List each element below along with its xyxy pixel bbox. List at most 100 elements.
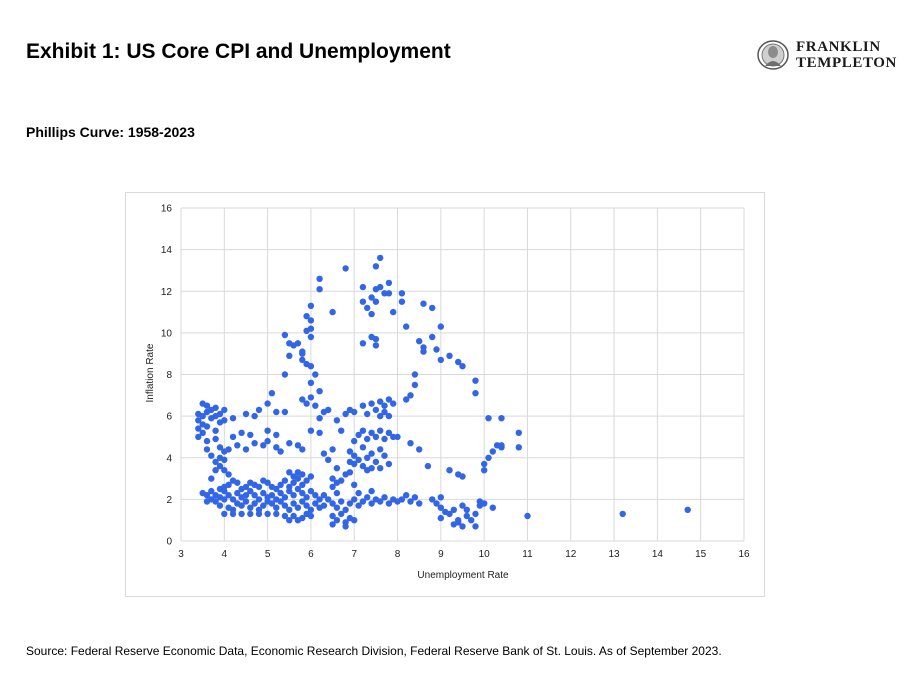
data-point: [355, 502, 362, 509]
data-point: [372, 335, 380, 343]
data-point: [260, 442, 267, 449]
data-point: [351, 408, 358, 416]
data-point: [429, 333, 436, 341]
x-tick-label: 6: [308, 549, 314, 560]
data-point: [459, 473, 466, 480]
data-point: [234, 489, 241, 497]
data-point: [364, 494, 371, 501]
y-tick-label: 10: [161, 328, 173, 339]
data-point: [437, 494, 444, 501]
data-point: [407, 440, 414, 447]
data-point: [242, 492, 250, 499]
data-point: [481, 460, 488, 468]
data-point: [398, 290, 406, 297]
data-point: [329, 446, 336, 453]
y-tick-label: 2: [166, 495, 172, 506]
data-point: [377, 283, 384, 291]
data-point: [199, 429, 206, 436]
grid-lines: [180, 207, 745, 542]
data-point: [498, 442, 505, 449]
data-point: [290, 500, 297, 507]
data-point: [372, 263, 380, 270]
data-point: [294, 504, 302, 511]
data-point: [446, 510, 453, 518]
data-point: [303, 400, 310, 407]
data-point: [342, 410, 349, 418]
data-point: [294, 442, 302, 449]
data-point: [290, 473, 297, 480]
data-point: [260, 489, 267, 497]
data-point: [212, 427, 219, 434]
data-point: [307, 487, 315, 495]
data-point: [346, 500, 354, 507]
data-point: [684, 506, 691, 513]
data-point: [385, 429, 393, 436]
data-point: [316, 415, 323, 422]
data-point: [221, 483, 228, 491]
data-point: [351, 481, 358, 488]
data-point: [420, 300, 427, 307]
data-point: [524, 512, 531, 520]
data-point: [377, 398, 384, 405]
data-point: [338, 510, 345, 518]
data-point: [312, 371, 319, 378]
y-tick-label: 12: [161, 287, 173, 298]
x-axis-title: Unemployment Rate: [417, 570, 509, 581]
data-point: [242, 410, 250, 418]
data-point: [485, 454, 492, 461]
data-point: [221, 467, 228, 474]
data-point: [351, 496, 358, 503]
data-point: [216, 444, 224, 451]
data-point: [208, 475, 215, 482]
y-tick-label: 6: [166, 412, 172, 423]
logo-wordmark: FRANKLIN TEMPLETON: [796, 39, 897, 71]
data-point: [411, 494, 419, 501]
data-point: [485, 415, 492, 422]
data-point: [281, 371, 289, 378]
data-point: [195, 425, 202, 432]
data-point: [468, 517, 475, 524]
data-point: [433, 500, 440, 507]
data-point: [273, 431, 280, 439]
data-point: [225, 471, 232, 478]
data-point: [268, 390, 276, 397]
data-point: [377, 446, 384, 453]
data-point: [459, 502, 466, 509]
data-point: [247, 504, 254, 511]
data-point: [229, 477, 237, 484]
data-point: [238, 510, 245, 518]
data-point: [273, 504, 280, 511]
data-point: [255, 510, 263, 518]
data-point: [221, 456, 228, 463]
chart-subtitle: Phillips Curve: 1958-2023: [26, 124, 195, 140]
data-point: [368, 465, 375, 472]
data-point: [281, 494, 289, 501]
x-tick-label: 12: [565, 549, 577, 560]
data-point: [325, 456, 332, 463]
x-tick-label: 9: [438, 549, 444, 560]
data-point: [238, 502, 245, 509]
data-point: [372, 406, 380, 414]
data-point: [307, 427, 315, 434]
data-point: [203, 498, 211, 505]
data-point: [368, 487, 375, 495]
data-point: [299, 481, 306, 488]
data-point: [329, 483, 336, 491]
data-point: [346, 458, 354, 466]
data-point: [203, 446, 211, 453]
data-point: [212, 435, 219, 443]
data-point: [208, 487, 215, 495]
data-point: [368, 500, 375, 507]
data-point: [385, 460, 393, 468]
data-point: [277, 489, 284, 497]
data-point: [333, 504, 341, 511]
data-point: [229, 496, 237, 503]
page-title: Exhibit 1: US Core CPI and Unemployment: [26, 40, 451, 63]
data-point: [303, 494, 310, 501]
data-point: [385, 279, 393, 287]
data-point: [359, 462, 367, 470]
data-point: [307, 473, 315, 480]
data-point: [281, 502, 289, 509]
data-point: [446, 467, 453, 474]
data-point: [255, 406, 263, 414]
